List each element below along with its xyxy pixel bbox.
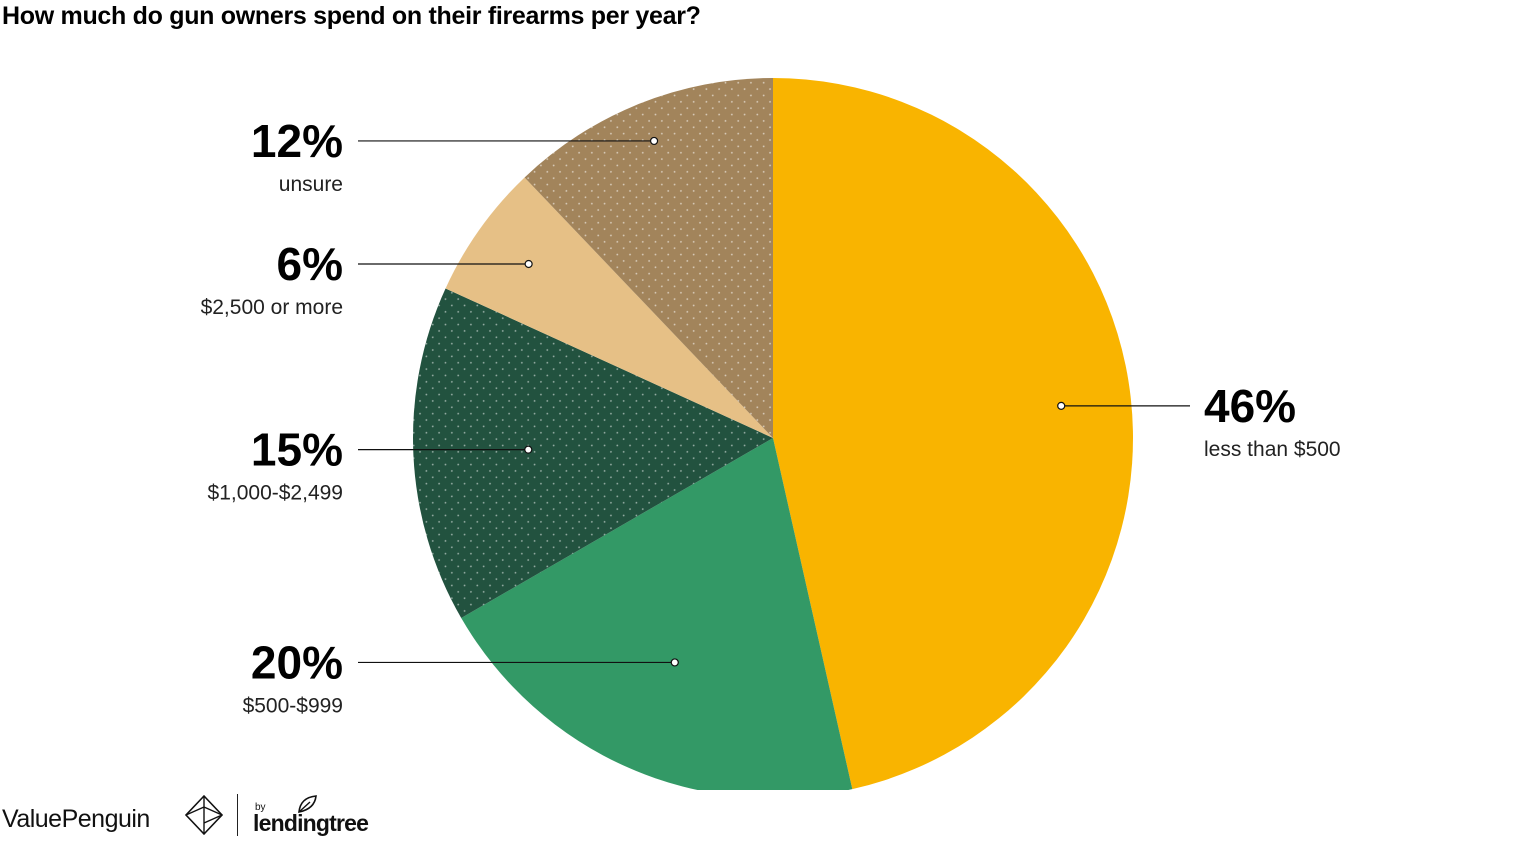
brand-divider — [237, 794, 238, 836]
leader-dot-1-000-2-499 — [524, 445, 533, 454]
brand-by-label: by — [255, 802, 266, 813]
pie-slice-500-999 — [461, 438, 853, 790]
pie-slice-unsure-pattern — [524, 78, 773, 438]
slice-percent-label: 12% — [251, 115, 343, 167]
slice-category-label: $2,500 or more — [201, 296, 343, 319]
leaf-icon — [298, 795, 317, 813]
leader-dot-2-500-or-more — [524, 259, 533, 269]
slice-percent-label: 20% — [251, 636, 343, 688]
slice-percent-label: 6% — [277, 238, 343, 290]
pie-slice-1-000-2-499-pattern — [412, 288, 773, 618]
footer-branding: ValuePenguin by lendingtree — [0, 790, 420, 840]
leader-dot-unsure — [649, 136, 659, 146]
slice-category-label: less than $500 — [1204, 438, 1341, 461]
slice-category-label: unsure — [279, 173, 343, 196]
slice-category-label: $1,000-$2,499 — [208, 482, 343, 505]
lendingtree-wordmark: lendingtree — [253, 810, 369, 836]
leader-dot-500-999 — [670, 658, 679, 667]
slice-percent-label: 15% — [251, 424, 343, 476]
chart-title: How much do gun owners spend on their fi… — [2, 2, 701, 30]
pie-chart: 46% less than $500 20% $500-$999 15% $1,000-$… — [201, 78, 1341, 790]
valuepenguin-logo-icon — [184, 794, 224, 836]
slice-category-label: $500-$999 — [243, 694, 343, 717]
pie-slice-2-500-or-more — [445, 177, 773, 438]
slice-percent-label: 46% — [1204, 380, 1296, 432]
pie-slice-less-than-500 — [773, 78, 1133, 790]
valuepenguin-wordmark: ValuePenguin — [2, 805, 150, 833]
leader-dot-less-than-500 — [1057, 401, 1066, 410]
pie-annotations: 46% less than $500 20% $500-$999 15% $1,000-$… — [201, 115, 1341, 718]
pie-slices — [412, 78, 1133, 790]
